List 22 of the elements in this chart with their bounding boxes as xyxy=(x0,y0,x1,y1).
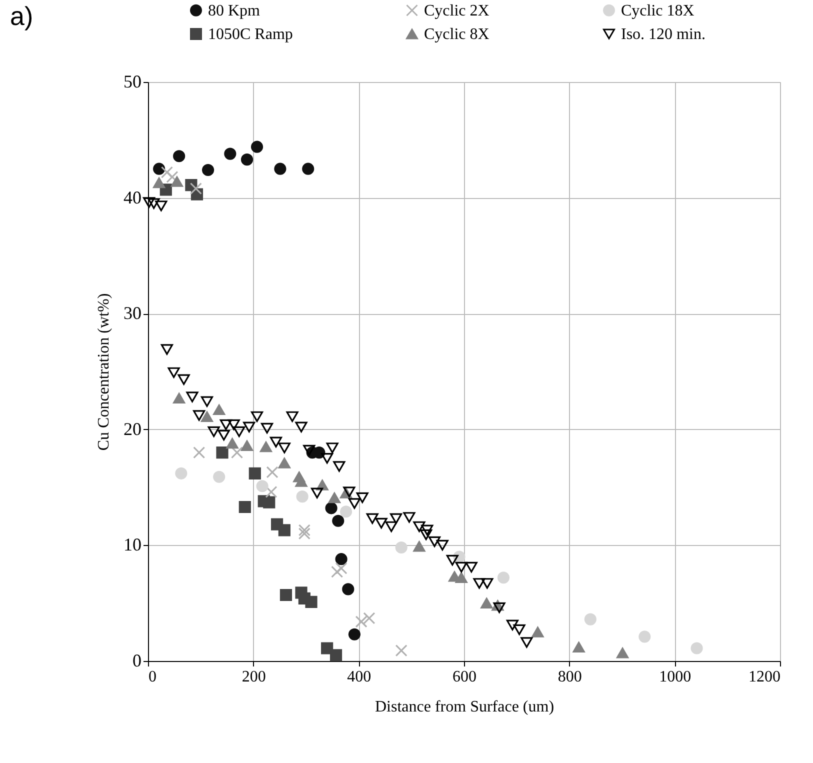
x-tick-label: 200 xyxy=(242,668,266,686)
legend-label: Iso. 120 min. xyxy=(621,26,706,43)
y-tick-label: 30 xyxy=(124,303,142,324)
y-tick-label: 0 xyxy=(132,650,142,670)
x-tick-label: 800 xyxy=(558,668,582,686)
x-tick-label: 1200 xyxy=(748,668,780,686)
y-tick-label: 10 xyxy=(124,534,142,555)
y-tick-label: 40 xyxy=(124,187,142,208)
legend-label: Cyclic 18X xyxy=(621,2,695,20)
y-axis-title: Cu Concentration (wt%) xyxy=(96,293,112,451)
legend-label: Cyclic 2X xyxy=(424,2,490,20)
text: a) xyxy=(10,1,34,31)
y-tick-label: 50 xyxy=(124,72,142,92)
x-tick-label: 0 xyxy=(148,668,156,686)
x-tick-label: 600 xyxy=(452,668,476,686)
x-tick-label: 1000 xyxy=(659,668,692,686)
legend-label: 1050C Ramp xyxy=(208,26,293,43)
x-tick-label: 400 xyxy=(347,668,372,686)
legend-label: 80 Kpm xyxy=(208,2,261,20)
x-axis-title: Distance from Surface (um) xyxy=(374,698,554,716)
legend-label: Cyclic 8X xyxy=(424,26,490,43)
y-tick-label: 20 xyxy=(124,418,142,439)
